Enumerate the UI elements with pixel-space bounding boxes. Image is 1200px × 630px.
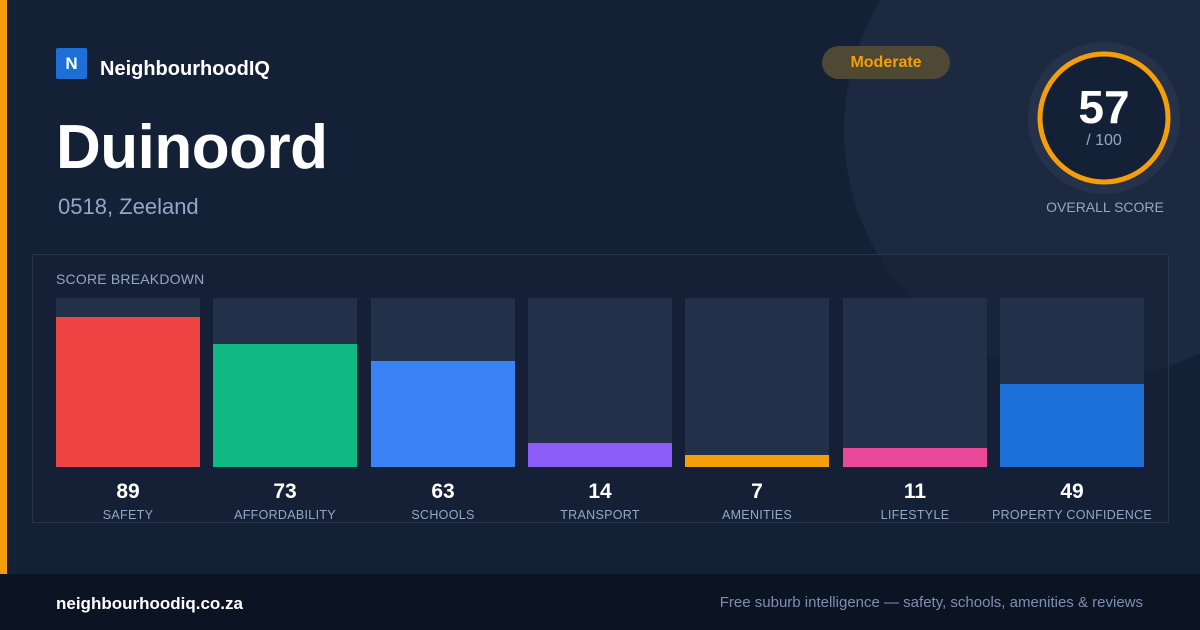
bar-category-label: SAFETY xyxy=(102,508,154,522)
hero-card: N NeighbourhoodIQ Duinoord 0518, Zeeland… xyxy=(0,0,1182,574)
overall-score-ring: 57 / 100 xyxy=(1028,42,1182,196)
bar-category-label: TRANSPORT xyxy=(560,508,640,522)
bar-affordability xyxy=(213,344,357,467)
accent-bar xyxy=(0,0,7,574)
suburb-name: Duinoord xyxy=(56,113,328,182)
bar-track xyxy=(685,298,829,467)
bar-track xyxy=(213,298,357,467)
bar-track xyxy=(528,298,672,467)
bar-category-label: AFFORDABILITY xyxy=(234,508,336,522)
bar-value-label: 49 xyxy=(1060,480,1084,503)
bar-value-label: 89 xyxy=(116,480,140,503)
bar-safety xyxy=(56,317,200,467)
score-ring-arc xyxy=(1037,51,1171,185)
score-breakdown-title: SCORE BREAKDOWN xyxy=(56,271,205,287)
score-ring-graphic xyxy=(1028,42,1180,194)
bar-value-label: 7 xyxy=(751,480,763,503)
footer-domain: neighbourhoodiq.co.za xyxy=(56,594,243,613)
overall-score-max: / 100 xyxy=(1086,132,1122,149)
footer: neighbourhoodiq.co.za Free suburb intell… xyxy=(0,574,1200,630)
bar-category-label: AMENITIES xyxy=(721,508,793,522)
brand-name: NeighbourhoodIQ xyxy=(100,58,270,80)
bar-lifestyle xyxy=(843,448,987,467)
footer-tagline: Free suburb intelligence — safety, schoo… xyxy=(719,594,1143,611)
bar-category-label: LIFESTYLE xyxy=(880,508,950,522)
bar-value-label: 14 xyxy=(588,480,612,503)
brand-logo-icon: N xyxy=(56,48,87,79)
brand: N NeighbourhoodIQ xyxy=(56,46,270,81)
bar-track xyxy=(843,298,987,467)
bar-track xyxy=(1000,298,1144,467)
bar-value-label: 11 xyxy=(903,480,927,503)
bar-amenities xyxy=(685,455,829,467)
overall-score-value: 57 xyxy=(1078,81,1130,133)
bar-value-label: 63 xyxy=(431,480,455,503)
bar-track xyxy=(56,298,200,467)
rating-badge: Moderate xyxy=(822,46,950,79)
bar-value-label: 73 xyxy=(273,480,297,503)
bar-property-confidence xyxy=(1000,384,1144,467)
bar-category-label: PROPERTY CONFIDENCE xyxy=(991,508,1153,522)
bar-category-label: SCHOOLS xyxy=(411,508,475,522)
bar-track xyxy=(371,298,515,467)
suburb-location: 0518, Zeeland xyxy=(58,194,199,219)
bar-transport xyxy=(528,443,672,467)
bar-schools xyxy=(371,361,515,467)
overall-score-label: OVERALL SCORE xyxy=(1046,199,1164,215)
